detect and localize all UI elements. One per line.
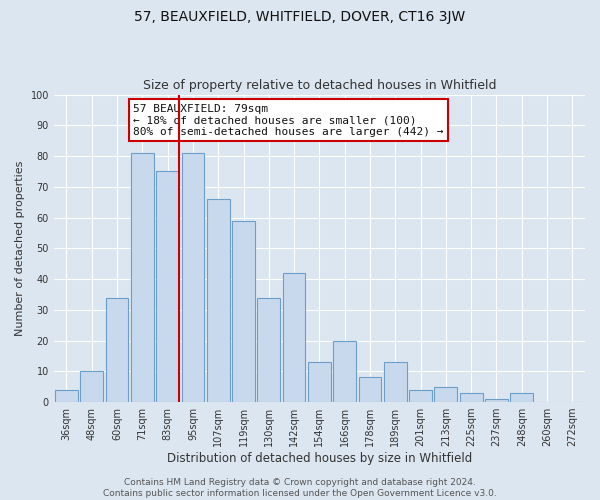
- X-axis label: Distribution of detached houses by size in Whitfield: Distribution of detached houses by size …: [167, 452, 472, 465]
- Bar: [359, 378, 382, 402]
- Bar: [334, 340, 356, 402]
- Bar: [384, 362, 407, 402]
- Bar: [182, 153, 205, 402]
- Bar: [106, 298, 128, 402]
- Bar: [283, 273, 305, 402]
- Text: Contains HM Land Registry data © Crown copyright and database right 2024.
Contai: Contains HM Land Registry data © Crown c…: [103, 478, 497, 498]
- Bar: [80, 372, 103, 402]
- Text: 57 BEAUXFIELD: 79sqm
← 18% of detached houses are smaller (100)
80% of semi-deta: 57 BEAUXFIELD: 79sqm ← 18% of detached h…: [133, 104, 444, 137]
- Bar: [308, 362, 331, 402]
- Bar: [232, 220, 255, 402]
- Title: Size of property relative to detached houses in Whitfield: Size of property relative to detached ho…: [143, 79, 496, 92]
- Bar: [409, 390, 432, 402]
- Y-axis label: Number of detached properties: Number of detached properties: [15, 160, 25, 336]
- Bar: [460, 393, 482, 402]
- Bar: [485, 399, 508, 402]
- Bar: [511, 393, 533, 402]
- Bar: [156, 172, 179, 402]
- Bar: [434, 386, 457, 402]
- Bar: [55, 390, 78, 402]
- Bar: [131, 153, 154, 402]
- Bar: [207, 199, 230, 402]
- Bar: [257, 298, 280, 402]
- Text: 57, BEAUXFIELD, WHITFIELD, DOVER, CT16 3JW: 57, BEAUXFIELD, WHITFIELD, DOVER, CT16 3…: [134, 10, 466, 24]
